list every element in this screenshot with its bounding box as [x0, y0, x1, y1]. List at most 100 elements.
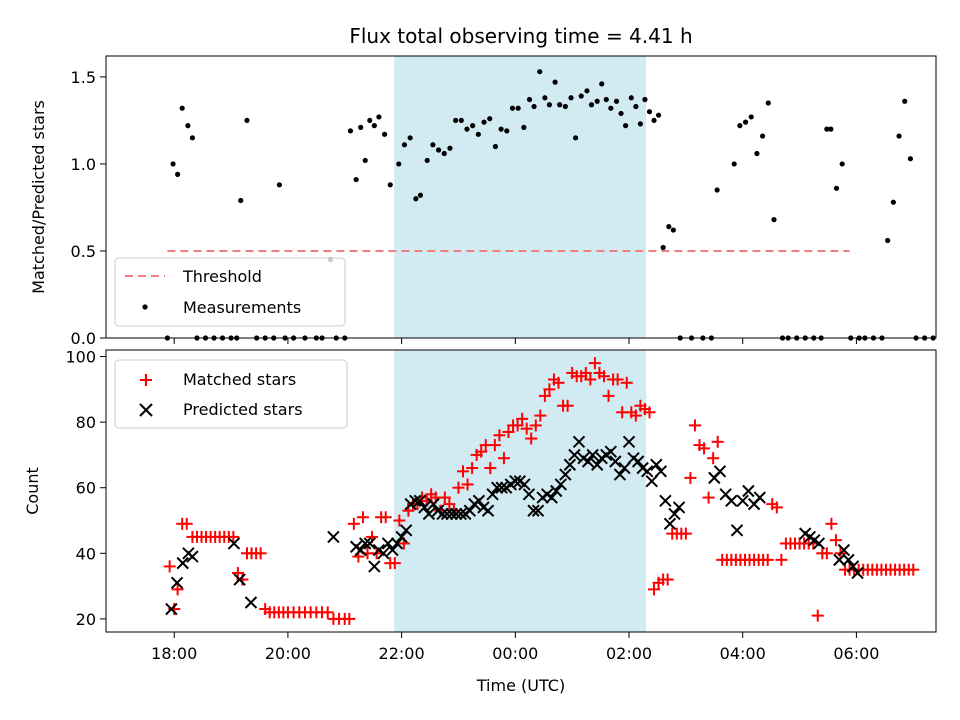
- measurement-point: [618, 110, 624, 117]
- measurement-point: [557, 102, 563, 108]
- matched-star-point: [602, 389, 615, 402]
- predicted-star-point: [654, 465, 668, 478]
- measurement-point: [633, 103, 639, 110]
- measurement-points: [164, 69, 936, 341]
- measurement-point: [578, 93, 584, 99]
- measurement-point: [907, 156, 914, 162]
- matched-star-point: [820, 547, 833, 560]
- measurement-point: [381, 131, 388, 137]
- measurement-point: [470, 123, 476, 129]
- matched-star-point: [163, 560, 176, 573]
- predicted-star-point: [486, 488, 499, 501]
- y-tick-label: 1.0: [71, 155, 96, 174]
- measurement-point: [387, 182, 393, 188]
- predicted-stars-points: [165, 435, 864, 616]
- top-panel: 0.0 0.5 1.0 1.5 Flux total observing time =…: [29, 24, 937, 348]
- bottom-y-axis-label: Count: [23, 467, 42, 515]
- predicted-star-point: [472, 494, 486, 508]
- measurement-point: [244, 117, 250, 124]
- top-legend: Threshold Measurements: [114, 257, 346, 327]
- measurement-point: [902, 98, 908, 104]
- measurement-point: [362, 157, 368, 164]
- x-axis-label: Time (UTC): [476, 676, 565, 695]
- predicted-star-point: [640, 465, 654, 478]
- matched-star-point: [538, 389, 551, 402]
- x-tick-label: 00:00: [492, 644, 538, 663]
- matched-star-point: [829, 534, 842, 547]
- matched-star-point: [679, 527, 692, 540]
- x-tick-label: 20:00: [265, 644, 311, 663]
- measurement-point: [537, 69, 543, 75]
- matched-star-point: [552, 376, 565, 389]
- predicted-star-point: [837, 543, 851, 557]
- measurement-point: [670, 227, 676, 233]
- matched-star-point: [438, 491, 451, 504]
- predicted-star-point: [753, 491, 766, 504]
- matched-star-point: [520, 422, 533, 435]
- legend-measurements-swatch: [142, 304, 148, 310]
- predicted-star-point: [377, 547, 390, 560]
- measurement-point: [396, 161, 402, 167]
- matched-star-point: [698, 442, 711, 455]
- matched-stars-points: [163, 357, 920, 625]
- measurement-point: [189, 135, 196, 141]
- predicted-star-point: [518, 478, 531, 491]
- matched-star-point: [443, 498, 456, 511]
- predicted-star-point: [490, 481, 504, 494]
- measurement-point: [435, 147, 442, 153]
- measurement-point: [765, 100, 771, 106]
- matched-star-point: [648, 583, 661, 596]
- predicted-star-point: [631, 455, 645, 468]
- matched-star-point: [588, 357, 601, 370]
- measurement-point: [441, 150, 447, 157]
- matched-star-point: [452, 481, 465, 494]
- measurement-point: [475, 131, 481, 137]
- measurement-point: [824, 126, 830, 132]
- predicted-star-point: [436, 507, 449, 521]
- predicted-star-point: [413, 494, 427, 508]
- predicted-star-point: [363, 537, 376, 550]
- predicted-star-point: [742, 484, 755, 498]
- predicted-star-point: [395, 530, 408, 544]
- predicted-star-point: [399, 524, 413, 537]
- predicted-star-point: [713, 465, 727, 478]
- matched-star-point: [171, 583, 184, 596]
- matched-star-point: [529, 419, 542, 432]
- legend-measurements-label: Measurements: [183, 298, 301, 317]
- legend-threshold-label: Threshold: [182, 267, 262, 286]
- predicted-star-point: [531, 504, 545, 517]
- measurement-point: [655, 112, 662, 118]
- matched-star-point: [584, 373, 597, 386]
- matched-star-point: [661, 573, 674, 586]
- predicted-star-point: [454, 507, 467, 521]
- measurement-point: [430, 142, 436, 148]
- matched-star-point: [321, 606, 334, 619]
- matched-star-point: [811, 609, 824, 622]
- measurement-point: [623, 123, 629, 129]
- measurement-point: [376, 114, 382, 120]
- measurement-point: [748, 114, 754, 120]
- bottom-plot-frame: [105, 349, 937, 633]
- observing-span-bottom: [394, 350, 647, 632]
- predicted-star-point: [427, 497, 440, 511]
- x-tick-label: 22:00: [379, 644, 425, 663]
- top-plot-frame: [105, 55, 937, 339]
- matched-star-point: [534, 409, 547, 422]
- matched-star-point: [620, 376, 633, 389]
- measurement-point: [613, 98, 620, 104]
- measurement-point: [771, 217, 777, 223]
- matched-star-point: [684, 471, 697, 484]
- x-tick-label: 04:00: [720, 644, 766, 663]
- predicted-star-point: [545, 491, 558, 504]
- measurement-point: [447, 145, 453, 151]
- matched-star-point: [475, 445, 488, 458]
- predicted-star-point: [449, 507, 463, 521]
- measurement-point: [424, 157, 430, 164]
- top-legend-box: [114, 257, 346, 327]
- measurement-point: [401, 142, 408, 148]
- top-y-ticks: 0.0 0.5 1.0 1.5: [71, 68, 106, 348]
- predicted-star-point: [590, 458, 604, 471]
- predicted-star-point: [812, 537, 826, 550]
- predicted-star-point: [176, 556, 189, 570]
- x-tick-label: 06:00: [833, 644, 879, 663]
